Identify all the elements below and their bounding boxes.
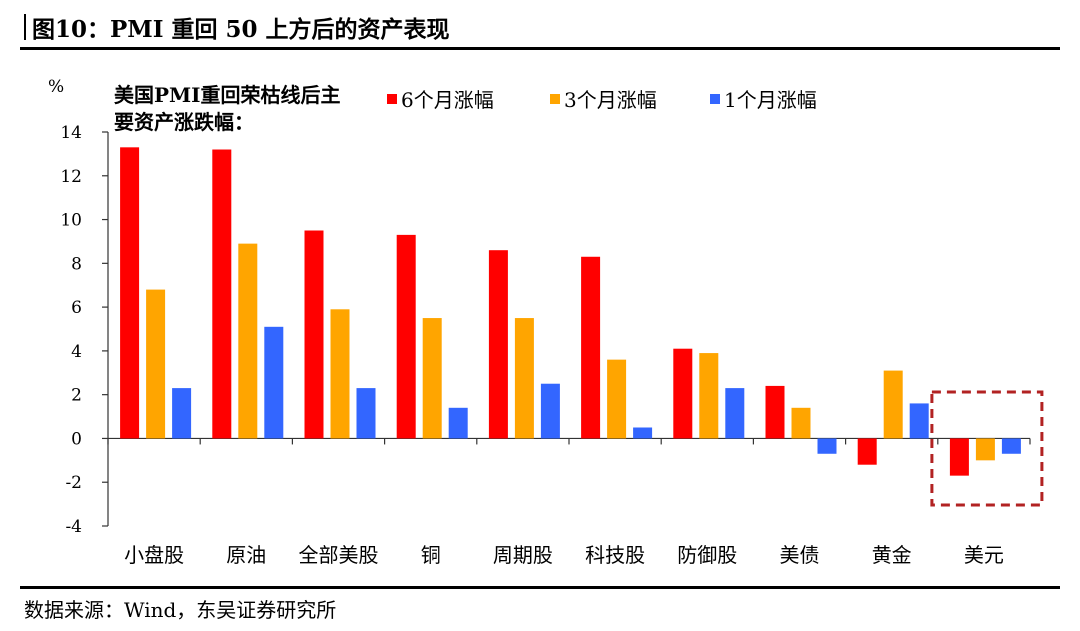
y-axis: -4 -2 0 2 4 6 8 10 12 14% bbox=[48, 77, 109, 537]
legend-label: 3个月涨幅 bbox=[564, 88, 657, 112]
y-tick-label: 12 bbox=[60, 167, 82, 187]
bar-2-9 bbox=[883, 370, 903, 439]
legend-label: 1个月涨幅 bbox=[724, 88, 817, 112]
annotations bbox=[930, 390, 1044, 507]
bar-2-1 bbox=[146, 289, 166, 439]
bar-1-6 bbox=[581, 256, 601, 439]
y-tick-label: 8 bbox=[71, 254, 82, 274]
figure-title: 图10：PMI 重回 50 上方后的资产表现 bbox=[32, 16, 450, 43]
legend-swatch bbox=[710, 94, 720, 104]
bar-2-5 bbox=[514, 318, 534, 439]
y-tick-label: 10 bbox=[60, 211, 82, 231]
bottom-rule bbox=[20, 586, 1060, 589]
legend-swatch bbox=[387, 94, 397, 104]
bar-1-8 bbox=[765, 385, 785, 439]
y-tick-label: 0 bbox=[71, 429, 82, 449]
bar-1-10 bbox=[949, 438, 969, 476]
x-tick-label: 小盘股 bbox=[124, 543, 184, 567]
x-tick-label: 原油 bbox=[226, 543, 266, 567]
x-tick-label: 周期股 bbox=[493, 543, 553, 567]
title-marker bbox=[24, 14, 26, 40]
x-tick-label: 美债 bbox=[780, 543, 820, 567]
legend-swatch bbox=[550, 94, 560, 104]
bar-2-7 bbox=[699, 353, 719, 439]
bar-1-9 bbox=[857, 438, 877, 465]
source-note: 数据来源：Wind，东吴证券研究所 bbox=[24, 598, 337, 622]
bar-1-5 bbox=[488, 250, 508, 439]
y-tick-label: 14 bbox=[60, 123, 82, 143]
bar-3-1 bbox=[172, 388, 192, 439]
x-tick-label: 科技股 bbox=[585, 543, 645, 567]
bar-3-3 bbox=[356, 388, 376, 439]
x-axis: 小盘股 原油 全部美股 铜 周期股 科技股 防御股 美债 黄金 美元 bbox=[107, 437, 1031, 567]
bar-3-4 bbox=[448, 407, 468, 439]
y-tick-label: -4 bbox=[65, 517, 82, 537]
bar-3-6 bbox=[633, 427, 653, 439]
bar-2-4 bbox=[422, 318, 442, 439]
legend: 6个月涨幅 3个月涨幅 1个月涨幅 bbox=[387, 88, 817, 112]
bar-2-6 bbox=[607, 359, 627, 439]
y-tick-label: 2 bbox=[71, 386, 82, 406]
chart-title-line: 要资产涨跌幅： bbox=[114, 110, 254, 134]
highlight-box bbox=[930, 390, 1044, 507]
y-tick-label: -2 bbox=[65, 473, 82, 493]
bar-1-7 bbox=[673, 348, 693, 439]
bar-2-10 bbox=[975, 438, 995, 461]
bar-1-3 bbox=[304, 230, 324, 439]
x-tick-label: 黄金 bbox=[872, 543, 912, 567]
y-tick-label: 4 bbox=[71, 342, 82, 362]
y-tick-label: 6 bbox=[71, 298, 82, 318]
bar-3-5 bbox=[540, 383, 560, 439]
legend-label: 6个月涨幅 bbox=[401, 88, 494, 112]
chart-title-line: 美国PMI重回荣枯线后主 bbox=[114, 83, 341, 107]
bar-3-2 bbox=[264, 326, 284, 439]
bar-2-8 bbox=[791, 407, 811, 439]
bar-3-8 bbox=[817, 438, 837, 454]
bar-1-1 bbox=[120, 147, 140, 439]
x-tick-label: 铜 bbox=[421, 543, 441, 567]
bars bbox=[120, 147, 1021, 476]
bar-3-9 bbox=[909, 403, 929, 439]
y-axis-label: % bbox=[48, 77, 64, 97]
bar-2-3 bbox=[330, 309, 350, 439]
bar-3-7 bbox=[725, 388, 745, 439]
bar-2-2 bbox=[238, 243, 258, 439]
figure-header: 图10：PMI 重回 50 上方后的资产表现 bbox=[20, 6, 1060, 50]
top-rule bbox=[20, 47, 1060, 50]
bar-1-4 bbox=[396, 234, 416, 439]
bar-3-10 bbox=[1001, 438, 1021, 454]
x-tick-label: 美元 bbox=[964, 543, 1004, 567]
x-tick-label: 全部美股 bbox=[299, 543, 379, 567]
x-tick-label: 防御股 bbox=[677, 543, 737, 567]
bar-1-2 bbox=[212, 149, 232, 439]
